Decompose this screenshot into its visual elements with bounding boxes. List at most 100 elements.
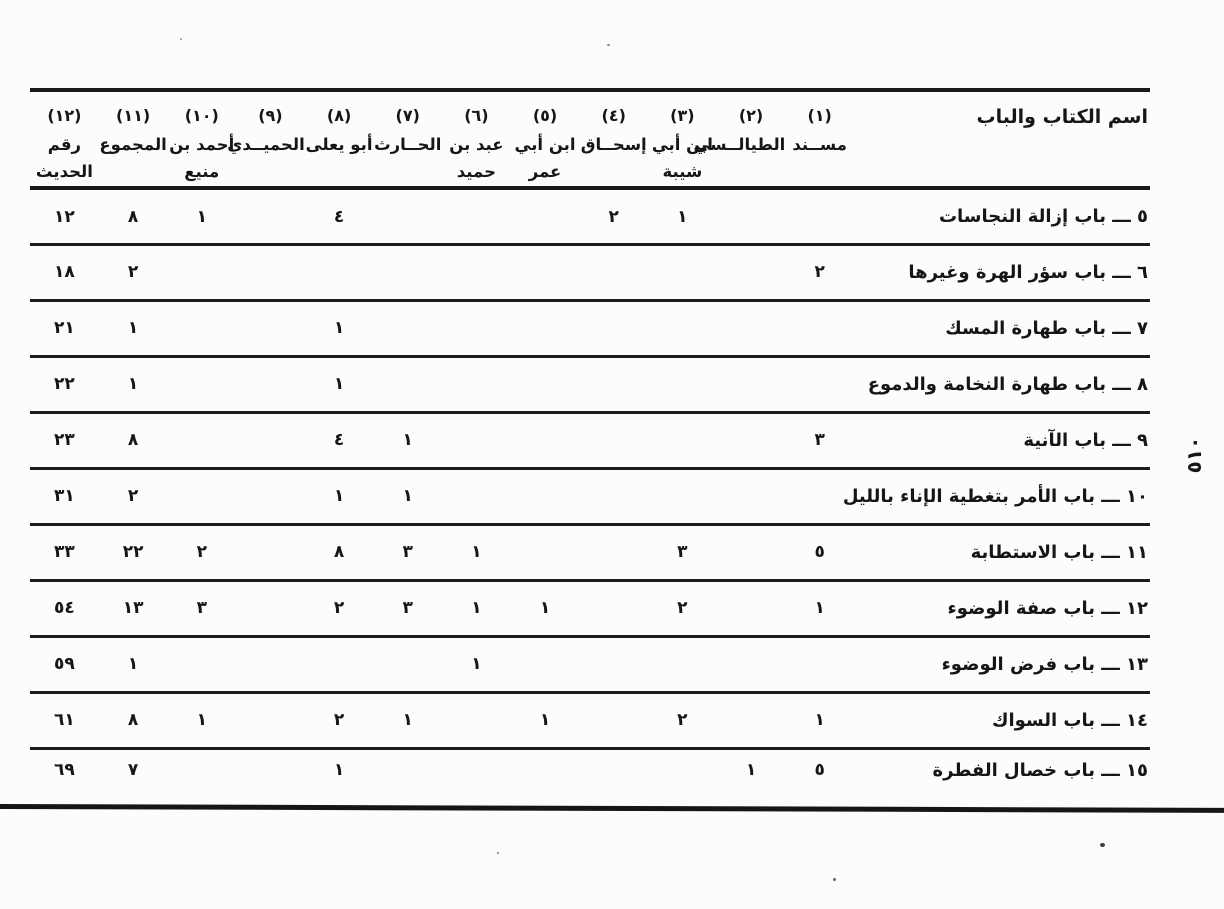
column-name: مســند [792,135,847,154]
column-header-humaidi: (٩) الحميــدي [227,90,305,188]
column-name: عبد بن حميد [449,135,504,182]
count-cell: ٢ [677,710,688,731]
chapter-label: ٩ ـــ باب الآنية [1023,429,1148,451]
count-cell: ١ [745,760,757,781]
count-cell: ٥٤ [54,598,75,619]
count-cell: ٢ [333,710,345,731]
count-cell: ٣ [677,542,688,563]
count-cell: ٢ [677,598,688,619]
column-name: ابن أبي عمر [514,135,576,182]
count-cell [373,188,442,244]
table-row: ١٤ ـــ باب السواك ١ ٢ ١ ١ ٢ ١ ٨ ٦١ [30,692,1150,749]
count-cell [511,356,580,412]
count-cell [579,412,648,468]
count-cell [236,692,305,748]
count-cell [167,748,236,790]
count-cell [717,636,786,692]
header-row: اسم الكتاب والباب (١) مســند (٢) الطيالـ… [30,90,1150,189]
count-cell [648,356,717,412]
count-cell [442,468,511,524]
count-cell [785,636,854,692]
column-number: (١) [807,106,832,125]
column-number: (١٢) [47,106,82,125]
count-cell [305,636,374,692]
column-number: (١١) [116,106,151,125]
count-cell [236,356,305,412]
count-cell [511,412,580,468]
count-cell: ٣ [814,430,825,451]
column-number: (٥) [532,106,558,125]
count-cell: ٢٢ [122,542,144,563]
chapter-label: ١٢ ـــ باب صفة الوضوء [947,597,1149,619]
count-cell: ١ [127,374,139,395]
count-cell [717,188,786,244]
column-name: أحمد بن منيع [169,135,235,182]
table-row: ٨ ـــ باب طهارة النخامة والدموع ١ ١ ٢٢ [30,356,1150,413]
count-cell: ١ [127,654,139,675]
count-cell: ١ [127,318,139,339]
column-name: رقم الحديث [35,135,93,182]
table-row: ١١ ـــ باب الاستطابة ٥ ٣ ١ ٣ ٨ ٢ ٢٢ ٣٣ [30,524,1150,581]
count-cell [236,580,305,636]
count-cell: ١ [814,598,825,619]
count-cell [167,468,236,524]
count-cell [785,188,854,244]
column-header-hadith-number: (١٢) رقم الحديث [30,90,99,188]
column-header-harith: (٧) الحــارث [373,90,442,188]
count-cell: ٣ [402,542,413,563]
column-name: الحــارث [374,135,442,154]
count-cell [717,468,786,524]
column-number: (٤) [601,106,626,125]
count-cell [717,244,786,300]
column-name: الحميــدي [227,135,305,154]
column-number: (٦) [464,106,489,125]
count-cell [717,412,786,468]
column-number: (٧) [395,106,420,125]
count-cell [511,636,580,692]
count-cell [167,300,236,356]
count-cell [442,188,511,244]
count-cell: ٤ [333,430,345,451]
table-row: ١٠ ـــ باب الأمر بتغطية الإناء بالليل ١ ١ ٢… [30,468,1150,525]
count-cell: ١ [196,710,207,731]
count-cell: ١ [333,374,345,395]
count-cell [442,692,511,748]
count-cell [579,524,648,580]
count-cell: ١ [402,430,413,451]
count-cell [373,356,442,412]
count-cell [236,412,305,468]
chapter-label: ١٣ ـــ باب فرض الوضوء [941,653,1149,675]
count-cell [648,412,717,468]
count-cell: ٣١ [54,486,75,507]
count-cell [373,300,442,356]
count-cell: ١ [333,486,345,507]
count-cell: ٨ [333,542,345,563]
count-cell: ٧ [127,760,139,781]
count-cell [305,244,374,300]
count-cell: ١ [814,710,825,731]
count-cell: ٢٢ [54,374,75,395]
count-cell [511,468,580,524]
column-header-book-chapter: اسم الكتاب والباب [976,106,1149,128]
scan-speck [180,38,182,40]
column-name: أبو يعلى [305,135,373,154]
count-cell: ٨ [127,206,139,227]
count-cell [648,748,717,790]
count-cell: ١٢ [54,206,75,227]
count-cell [442,748,511,790]
table-row: ٧ ـــ باب طهارة المسك ١ ١ ٢١ [30,300,1150,357]
scan-speck [607,44,610,46]
column-header-musnad: (١) مســند [785,90,854,188]
count-cell [442,412,511,468]
count-cell [236,244,305,300]
scan-speck [497,852,499,854]
column-header-tayalisi: (٢) الطيالــسي [694,90,786,188]
column-number: (٢) [738,106,764,125]
column-number: (٩) [258,106,283,125]
column-header-ibn-abi-umar: (٥) ابن أبي عمر [511,90,580,188]
column-number: (٨) [326,106,352,125]
count-cell: ١ [402,710,413,731]
count-cell: ١ [539,598,551,619]
count-cell [579,356,648,412]
